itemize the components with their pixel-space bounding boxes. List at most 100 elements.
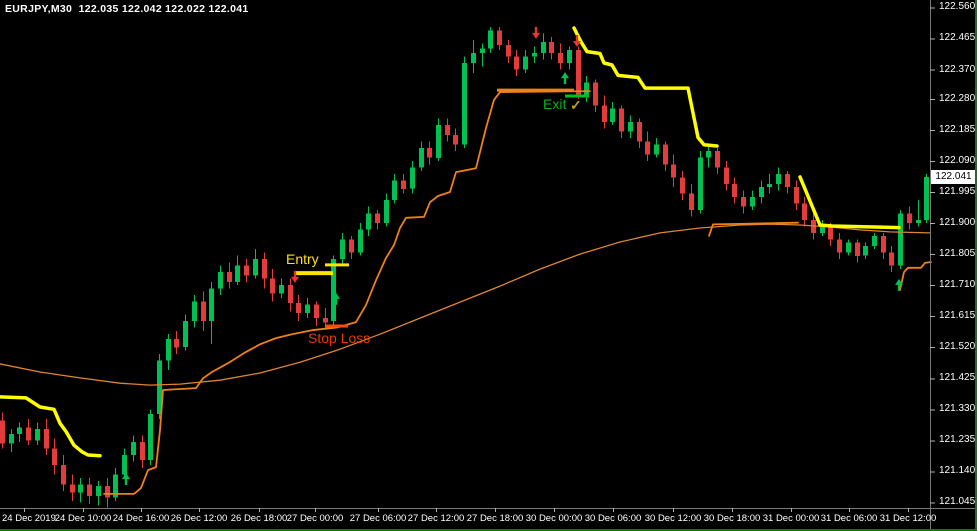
bull-candle (279, 285, 284, 294)
bear-candle (837, 239, 842, 253)
bull-candle (654, 144, 659, 155)
bear-candle (427, 147, 432, 158)
time-axis-label: 24 Dec 16:00 (112, 513, 170, 524)
bear-candle (637, 121, 642, 142)
bear-candle (855, 242, 860, 256)
bear-candle (0, 420, 5, 444)
sell-arrow-icon (532, 26, 540, 39)
window-border-bottom (0, 529, 977, 531)
bear-candle (514, 56, 519, 70)
bull-candle (846, 242, 851, 253)
price-axis-label: 121.900 (939, 217, 976, 228)
bull-candle (209, 288, 214, 322)
bear-candle (201, 301, 206, 322)
bear-candle (445, 125, 450, 135)
ma-line (0, 223, 931, 386)
bear-candle (828, 226, 833, 240)
bull-candle (157, 360, 162, 415)
buy-stop-line-3 (899, 261, 932, 291)
bull-candle (488, 30, 493, 49)
bull-candle (462, 63, 467, 145)
bear-candle (881, 236, 886, 253)
bull-candle (305, 304, 310, 313)
bear-candle (671, 164, 676, 178)
buy-arrow-icon (122, 472, 130, 485)
price-axis-label: 121.995 (939, 186, 976, 197)
bull-candle (924, 177, 929, 220)
sell-stop-line-3 (798, 175, 901, 230)
time-axis-label: 27 Dec 06:00 (349, 513, 407, 524)
price-axis-label: 121.235 (939, 434, 976, 445)
entry-label: Entry (286, 251, 319, 267)
bear-candle (732, 183, 737, 197)
bear-candle (497, 30, 502, 45)
bull-candle (384, 200, 389, 224)
buy-arrow-icon (332, 292, 340, 305)
bear-candle (174, 339, 179, 348)
bear-candle (889, 252, 894, 266)
price-axis-label: 122.560 (939, 1, 976, 12)
bull-candle (166, 339, 171, 361)
stop-loss-label: Stop Loss (308, 330, 371, 346)
time-axis-label: 30 Dec 12:00 (644, 513, 702, 524)
exit-label: Exit (543, 96, 567, 112)
bull-candle (767, 183, 772, 188)
bear-candle (70, 484, 75, 493)
bull-candle (183, 321, 188, 348)
sell-arrow-icon (573, 35, 581, 48)
bull-candle (419, 147, 424, 168)
bear-candle (619, 108, 624, 132)
price-axis-label: 122.280 (939, 93, 976, 104)
price-axis-label: 121.615 (939, 310, 976, 321)
current-price-badge: 122.041 (931, 170, 976, 184)
bull-candle (96, 486, 101, 496)
bear-candle (689, 193, 694, 210)
bear-candle (44, 428, 49, 449)
bull-candle (78, 484, 83, 493)
bear-candle (323, 317, 328, 323)
bear-candle (715, 151, 720, 168)
bear-candle (314, 304, 319, 318)
bull-candle (872, 236, 877, 246)
bull-candle (820, 226, 825, 233)
bull-candle (122, 455, 127, 475)
time-axis-label: 30 Dec 06:00 (584, 513, 642, 524)
bull-candle (235, 265, 240, 282)
time-axis-label: 24 Dec 10:00 (54, 513, 112, 524)
price-axis-label: 121.425 (939, 372, 976, 383)
bull-candle (750, 196, 755, 207)
bear-candle (26, 427, 31, 441)
time-axis-label: 30 Dec 18:00 (703, 513, 761, 524)
bull-candle (9, 433, 14, 444)
bull-candle (523, 56, 528, 70)
bear-candle (602, 105, 607, 122)
bull-candle (366, 213, 371, 230)
bear-candle (785, 174, 790, 188)
buy-stop-line-2 (708, 221, 799, 237)
sell-stop-line-2 (572, 26, 719, 148)
bull-candle (358, 229, 363, 253)
bull-candle (480, 48, 485, 54)
bull-candle (218, 272, 223, 289)
time-axis-label: 27 Dec 00:00 (286, 513, 344, 524)
bull-candle (863, 245, 868, 256)
bear-candle (724, 167, 729, 184)
bull-candle (706, 151, 711, 158)
bear-candle (375, 213, 380, 224)
bear-candle (593, 82, 598, 106)
bear-candle (741, 196, 746, 207)
bear-candle (558, 53, 563, 63)
bear-candle (907, 213, 912, 224)
bear-candle (663, 144, 668, 165)
bull-candle (898, 213, 903, 266)
time-axis-label: 27 Dec 12:00 (407, 513, 465, 524)
price-axis-label: 121.520 (939, 341, 976, 352)
bear-candle (227, 272, 232, 282)
bear-candle (296, 303, 301, 313)
time-axis-label: 26 Dec 12:00 (170, 513, 228, 524)
bear-candle (61, 464, 66, 485)
buy-arrow-icon (895, 278, 903, 291)
bull-candle (776, 174, 781, 184)
